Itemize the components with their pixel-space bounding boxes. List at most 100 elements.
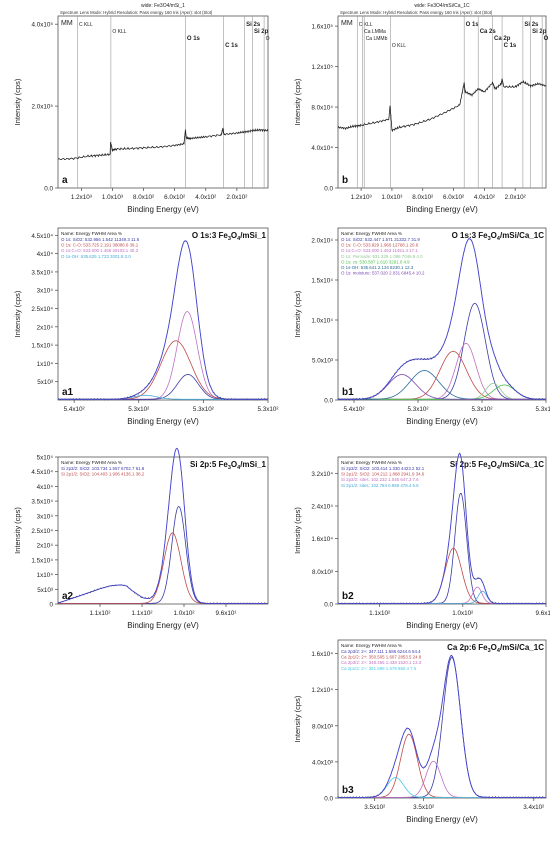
x-tick-label: 6.0x10²: [443, 194, 464, 201]
legend-entry: O 1s: cs: 530.587 1.610 3291.0 4.9: [341, 259, 410, 264]
legend-entry: Si 2p1/2: sites: 102.784 0.959 478.4 5.6: [341, 483, 419, 488]
legend-header: Name: Energy FWHM Area %: [341, 460, 402, 465]
plot-frame: [337, 639, 547, 799]
panel-label: b: [342, 175, 348, 186]
x-tick-label: 5.4x10²: [64, 406, 85, 413]
component-peak: [338, 547, 546, 604]
peak-marker-label: O: [266, 36, 270, 42]
legend-entry: O 1s:C=O: 533.000 1.463 11451.4 17.1: [341, 248, 418, 253]
panel-label: b3: [342, 785, 354, 796]
panel-label: a1: [62, 387, 74, 398]
survey-info: Spectrum Lens Mode: Hybrid Resolution: P…: [340, 10, 493, 15]
x-tick-label: 3.5x10²: [364, 804, 385, 811]
chart-panel-b2: 0.0 8.0x10³ 1.6x10⁴ 2.4x10⁴ 3.2x10⁴ 1.1x10² 1.…: [293, 452, 550, 630]
x-tick-label: 1.0x10²: [173, 610, 194, 617]
panel-title: O 1s:3 Fe3O4/mSi/Ca_1C: [452, 231, 545, 242]
fit-envelope: [338, 238, 546, 400]
y-tick-label: 1.2x10⁴: [311, 687, 333, 694]
peak-marker-label: Ca 2s: [480, 29, 497, 35]
y-axis-label: Intensity (cps): [293, 78, 302, 125]
x-tick-label: 5.3x10²: [407, 406, 428, 413]
x-axis-label: Binding Energy (eV): [406, 205, 478, 214]
legend-entry: Ca 2p1/2: 2+: 350.505 1.607 2853.5 24.8: [341, 655, 422, 660]
y-tick-label: 1.6x10⁴: [311, 536, 333, 543]
x-tick-label: 9.6x10¹: [535, 610, 550, 617]
plot-frame: [57, 15, 269, 189]
peak-marker-label: C KLL: [359, 22, 373, 28]
panel-title: Si 2p:5 Fe3O4/mSi/Ca_1C: [450, 460, 544, 471]
y-tick-label: 5x10³: [37, 379, 53, 386]
y-tick-label: 2.0x10⁴: [311, 238, 333, 245]
chart-panel-b: 0.0 4.0x10⁴ 8.0x10⁴ 1.2x10⁵ 1.6x10⁵ 1.2x10³ 1.…: [293, 3, 550, 214]
y-tick-label: 8.0x10³: [312, 723, 333, 730]
peak-marker-label: O KLL: [112, 29, 126, 35]
legend-entry: O 1s-OH: 535.625 1.723 2001.8 2.0: [61, 254, 131, 259]
y-tick-label: 2.4x10⁴: [311, 504, 333, 511]
peak-marker-label: O 2s: [544, 36, 550, 42]
legend-header: Name: Energy FWHM Area %: [61, 231, 122, 236]
y-axis-label: Intensity (cps): [293, 507, 302, 554]
x-axis-label: Binding Energy (eV): [127, 205, 199, 214]
fit-envelope: [57, 447, 268, 604]
x-tick-label: 1.0x10³: [102, 194, 123, 201]
y-axis-label: Intensity (cps): [13, 78, 22, 125]
survey-info: Spectrum Lens Mode: Hybrid Resolution: P…: [60, 10, 213, 15]
corner-label: MM: [341, 20, 353, 27]
peak-marker-label: O 1s: [466, 22, 480, 28]
component-peak: [338, 384, 546, 400]
y-tick-label: 1.2x10⁵: [311, 64, 333, 71]
legend-header: Name: Energy FWHM Area %: [341, 231, 402, 236]
x-tick-label: 1.0x10³: [381, 194, 402, 201]
y-tick-label: 1x10⁴: [37, 572, 54, 579]
fit-envelope: [338, 655, 546, 798]
y-tick-label: 4x10⁴: [37, 251, 54, 258]
y-tick-label: 3x10⁴: [37, 513, 54, 520]
legend-entry: O 1s:C=O: 533.000 1.466 40103.1 40.3: [61, 248, 139, 253]
component-peak: [338, 374, 546, 400]
chart-panel-b3: 0.0 4.0x10³ 8.0x10³ 1.2x10⁴ 1.6x10⁴ 3.5x10² 3.…: [293, 639, 547, 824]
y-tick-label: 4x10⁴: [37, 484, 54, 491]
component-peak: [338, 586, 546, 604]
peak-marker-label: C KLL: [79, 22, 93, 28]
panel-title: Si 2p:5 Fe3O4/mSi_1: [190, 460, 267, 471]
y-tick-label: 0.0: [324, 398, 333, 405]
y-tick-label: 1x10⁴: [37, 361, 54, 368]
y-tick-label: 1.6x10⁴: [311, 651, 333, 658]
x-tick-label: 8.0x10²: [412, 194, 433, 201]
x-tick-label: 5.3x10²: [128, 406, 149, 413]
y-tick-label: 1.5x10⁴: [31, 557, 53, 564]
panel-label: a2: [62, 591, 74, 602]
x-axis-label: Binding Energy (eV): [406, 815, 478, 824]
x-tick-label: 5.3x10²: [471, 406, 492, 413]
legend-entry: Ca 2p1/2: 2+: 351.699 1.578 860.4 7.5: [341, 666, 417, 671]
y-axis-label: Intensity (cps): [13, 507, 22, 554]
chart-panel-a1: 5x10³ 1x10⁴ 1.5x10⁴ 2x10⁴ 2.5x10⁴ 3x10⁴ 3.5x10…: [13, 227, 279, 426]
peak-marker-label: Si 2s: [524, 22, 539, 28]
component-peak: [338, 350, 546, 400]
y-tick-label: 2.5x10⁴: [31, 306, 53, 313]
y-tick-label: 3.5x10⁴: [31, 269, 53, 276]
panel-title: O 1s:3 Fe3O4/mSi_1: [192, 231, 267, 242]
y-tick-label: 4.0x10³: [312, 759, 333, 766]
fit-envelope: [338, 452, 546, 604]
legend-entry: Si 2p1/2: SiO2: 104.212 1.868 2941.9 34.…: [341, 472, 425, 477]
survey-title: wide: Fe3O4/mSi_1: [141, 3, 185, 9]
y-tick-label: 2x10⁴: [37, 324, 54, 331]
component-peak: [58, 373, 268, 400]
y-tick-label: 1.6x10⁵: [311, 24, 333, 31]
y-tick-label: 2.5x10⁴: [31, 528, 53, 535]
legend-entry: O 1s: moisture: 537.020 2.031 6845.4 10.…: [341, 271, 425, 276]
measured-spectrum: [57, 240, 269, 401]
legend-entry: Ca 2p3/2: 2+: 347.111 1.686 6244.6 54.4: [341, 649, 421, 654]
legend-entry: O 1s: C-O: 533.829 1.960 12768.1 20.6: [341, 243, 419, 248]
component-peak: [338, 590, 546, 604]
y-tick-label: 0.0: [44, 186, 53, 193]
y-tick-label: 8.0x10³: [312, 569, 333, 576]
x-tick-label: 9.6x10¹: [215, 610, 236, 617]
legend-entry: O 1s: C-O: 533.725 2.191 38086.0 39.1: [61, 243, 139, 248]
y-tick-label: 0.0: [324, 602, 333, 609]
x-tick-label: 5.3x10²: [257, 406, 278, 413]
x-tick-label: 5.3x10²: [535, 406, 550, 413]
legend-entry: O 1s-OH: 535.641 2.134 8230.1 12.3: [341, 265, 414, 270]
legend-entry: Si 2p1/2: SiO2: 104.403 1.906 4136.1 38.…: [61, 472, 145, 477]
